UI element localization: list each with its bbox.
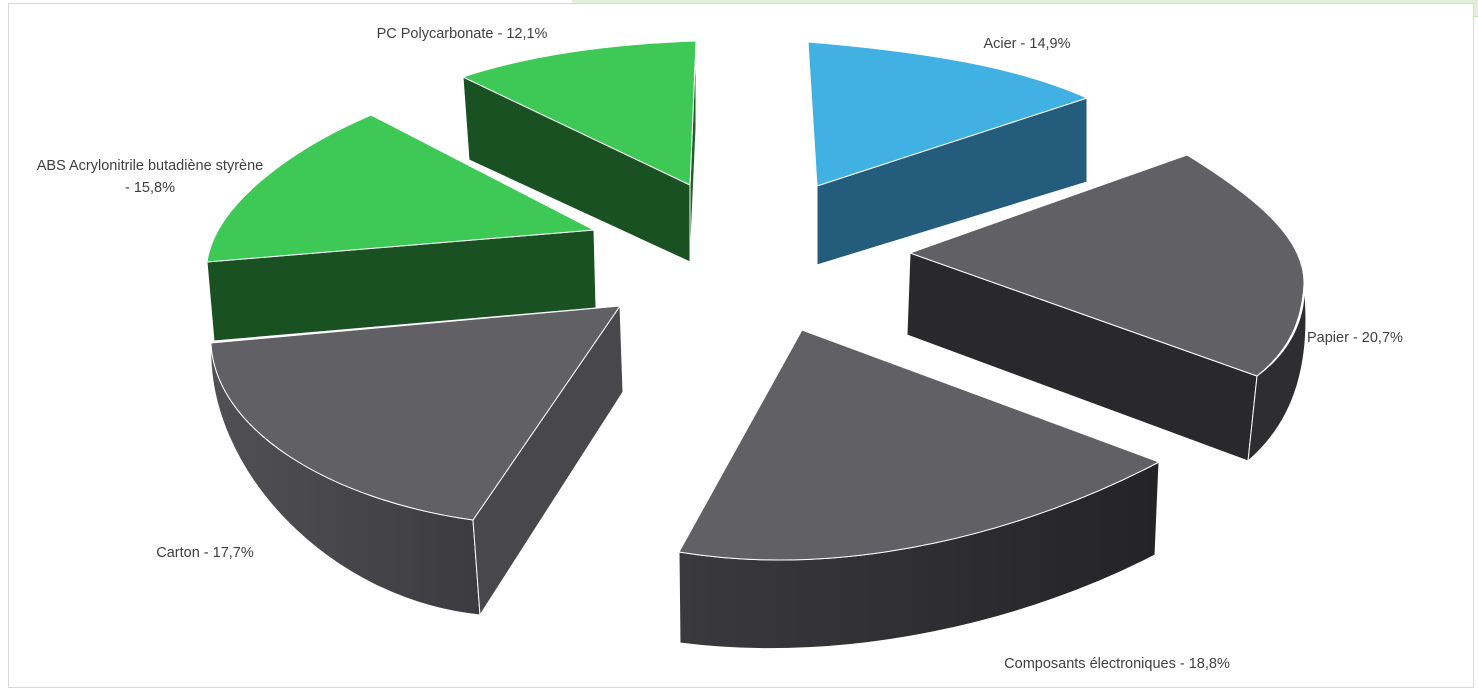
label-composants: Composants électroniques - 18,8%: [1004, 656, 1230, 672]
slice-abs-top: [206, 114, 596, 263]
slice-pc-polycarbonate: [461, 40, 697, 263]
label-abs-line2: - 15,8%: [125, 180, 175, 196]
slice-pc-top: [461, 40, 697, 186]
slice-carton-top: [210, 305, 622, 521]
slice-acier: [807, 41, 1089, 266]
slice-papier-curved-side: [1247, 283, 1307, 463]
slice-acier-top: [807, 41, 1089, 187]
label-carton: Carton - 17,7%: [156, 545, 254, 561]
label-abs-line1: ABS Acrylonitrile butadiène styrène: [37, 158, 264, 174]
slice-composants: [678, 329, 1161, 650]
slice-papier: [906, 154, 1307, 463]
slice-composants-top: [678, 329, 1161, 561]
label-acier: Acier - 14,9%: [983, 36, 1070, 52]
slice-papier-top: [908, 154, 1305, 377]
label-pc-polycarbonate: PC Polycarbonate - 12,1%: [377, 26, 548, 42]
label-papier: Papier - 20,7%: [1307, 330, 1403, 346]
slice-abs: [206, 114, 597, 342]
slice-carton: [210, 304, 624, 617]
